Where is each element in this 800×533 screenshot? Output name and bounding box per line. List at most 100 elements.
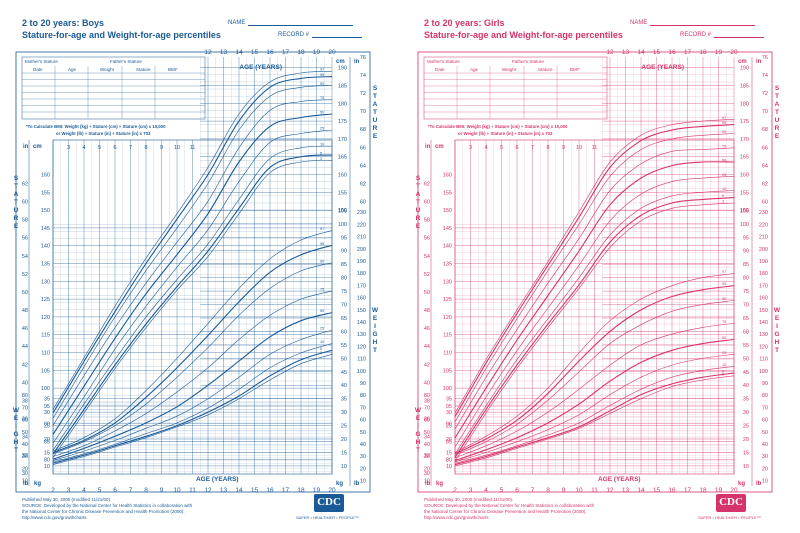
stature-in-tick-right: 76: [762, 55, 768, 61]
stature-in-tick: 46: [424, 326, 430, 332]
stature-percentile-label: 5: [722, 194, 724, 198]
weight-percentile-curve: [52, 343, 333, 463]
bottom-age-tick: 10: [173, 487, 181, 494]
weight-kg-tick-right: 10: [743, 464, 749, 470]
cdc-url-link[interactable]: http://www.cdc.gov/growthcharts: [22, 515, 87, 520]
weight-kg-tick-right: 15: [743, 450, 749, 456]
weight-lb-tick-right: 200: [357, 247, 366, 253]
chart-subtitle: Stature-for-age and Weight-for-age perce…: [424, 30, 623, 40]
axis-title-letter: T: [14, 183, 18, 190]
bottom-age-tick: 2: [51, 487, 55, 494]
weight-lb-tick-right: 80: [360, 393, 366, 399]
axis-title-letter: T: [775, 109, 779, 116]
cdc-url-link[interactable]: http://www.cdc.gov/growthcharts: [424, 515, 489, 520]
axis-title-letter: W: [415, 407, 422, 414]
weight-kg-tick-right: 50: [341, 356, 347, 362]
inner-age-tick: 5: [500, 145, 503, 151]
stature-cm-tick-right: 175: [338, 119, 347, 125]
top-age-tick: 12: [204, 49, 212, 56]
weight-kg-tick: 15: [44, 450, 50, 456]
stature-in-tick: 40: [22, 380, 28, 386]
weight-percentile-curve: [52, 349, 333, 464]
cdc-tagline: SAFER • HEALTHIER • PEOPLE™: [698, 515, 761, 520]
stature-in-tick: 50: [22, 290, 28, 296]
weight-percentile-label: 50: [722, 336, 726, 340]
name-field[interactable]: NAME: [630, 19, 756, 26]
record-field[interactable]: RECORD #: [278, 31, 363, 38]
stature-cm-tick-right: 170: [338, 137, 347, 143]
axis-title-letter: T: [14, 447, 18, 454]
weight-lb-tick-right: 120: [759, 344, 768, 350]
weight-kg-tick-right: 85: [743, 262, 749, 268]
bottom-age-tick: 12: [204, 487, 212, 494]
weight-percentile-curve: [52, 230, 333, 452]
name-field[interactable]: NAME: [228, 19, 354, 26]
stature-percentile-curve: [52, 154, 333, 455]
stature-percentile-label: 5: [320, 151, 322, 155]
weight-kg-tick-right: 45: [341, 370, 347, 376]
bmi-note-2: or Weight (lb) ÷ Stature (in) ÷ Stature …: [458, 131, 553, 136]
weight-percentile-curve: [454, 375, 735, 467]
stature-in-tick: 36: [22, 417, 28, 423]
weight-lb-tick-right: 190: [759, 259, 768, 265]
stature-percentile-label: 3: [320, 157, 322, 161]
girls-growth-chart: Mother's Stature Father's Stature Date Age W…: [415, 49, 781, 494]
inner-age-tick: 10: [174, 145, 180, 151]
bottom-age-tick: 17: [282, 487, 290, 494]
stature-in-tick-right: 66: [762, 145, 768, 151]
table-column-header: Stature: [136, 67, 151, 72]
stature-in-tick: 54: [22, 254, 28, 260]
stature-in-tick-right: 66: [360, 145, 366, 151]
age-axis-title-top: AGE (YEARS): [641, 64, 684, 71]
stature-cm-tick: 145: [41, 226, 50, 232]
record-field[interactable]: RECORD #: [680, 31, 765, 38]
mothers-stature-label: Mother's Stature: [25, 59, 58, 64]
axis-title-letter: R: [775, 125, 780, 132]
stature-percentile-label: 90: [722, 130, 726, 134]
bottom-age-tick: 8: [546, 487, 550, 494]
stature-in-tick: 44: [424, 344, 430, 350]
bottom-age-tick: 13: [622, 487, 630, 494]
weight-percentile-label: 3: [722, 372, 724, 376]
stature-cm-tick-right: 150: [338, 208, 347, 214]
stature-percentile-curve: [52, 160, 333, 458]
weight-lb-tick-right: 70: [762, 405, 768, 411]
stature-percentile-label: 10: [722, 187, 726, 191]
weight-kg-tick: 30: [44, 410, 50, 416]
weight-lb-tick: 70: [22, 405, 28, 411]
weight-lb-tick-right: 210: [759, 235, 768, 241]
inner-age-tick: 6: [515, 145, 518, 151]
weight-kg-tick-right: 65: [341, 316, 347, 322]
bottom-age-tick: 7: [129, 487, 133, 494]
weight-percentile-curve: [454, 300, 735, 456]
kg-unit-label-right: kg: [336, 481, 343, 487]
weight-kg-tick-right: 75: [341, 289, 347, 295]
stature-cm-tick: 120: [443, 315, 452, 321]
weight-lb-tick-right: 230: [759, 210, 768, 216]
stature-cm-tick-right: 175: [740, 119, 749, 125]
stature-in-tick-right: 60: [762, 200, 768, 206]
weight-percentile-label: 95: [320, 242, 324, 246]
weight-kg-tick-right: 40: [341, 383, 347, 389]
weight-kg-tick-right: 95: [743, 235, 749, 241]
top-age-tick: 17: [684, 49, 692, 56]
bottom-age-tick: 20: [328, 487, 336, 494]
cdc-logo-text: CDC: [719, 496, 743, 508]
data-entry-table: Mother's Stature Father's Stature Date Age W…: [423, 56, 608, 136]
weight-percentile-curve: [52, 290, 333, 457]
boys-growth-chart: Mother's Stature Father's Stature Date Age W…: [13, 49, 379, 494]
table-column-header: Weight: [100, 67, 115, 72]
weight-kg-tick: 15: [446, 450, 452, 456]
stature-in-tick: 44: [22, 344, 28, 350]
weight-percentile-curve: [454, 372, 735, 466]
bottom-age-tick: 20: [730, 487, 738, 494]
axis-title-letter: I: [417, 423, 419, 430]
stature-in-tick-right: 74: [360, 73, 366, 79]
in-unit-label-right: in: [354, 59, 360, 65]
bottom-age-tick: 12: [606, 487, 614, 494]
stature-percentile-curve: [454, 119, 735, 414]
cm-unit-label-right: cm: [336, 59, 345, 65]
